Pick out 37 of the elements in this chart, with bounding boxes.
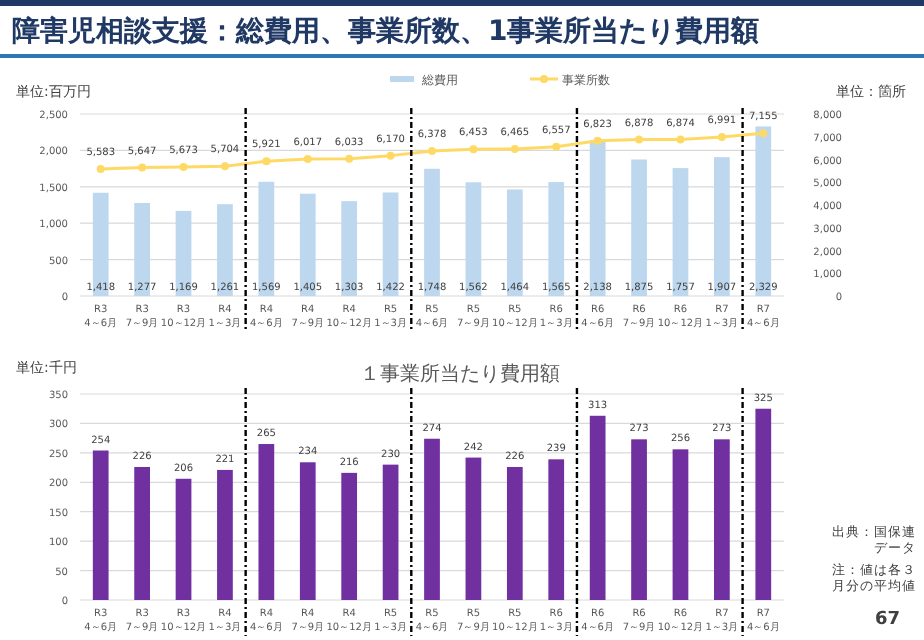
bar bbox=[382, 464, 399, 600]
bar bbox=[506, 466, 523, 600]
point bbox=[262, 157, 271, 166]
point bbox=[220, 162, 229, 171]
bar bbox=[217, 469, 233, 600]
point bbox=[759, 129, 768, 138]
bar bbox=[258, 444, 275, 600]
bar bbox=[465, 457, 482, 600]
point bbox=[428, 146, 436, 155]
point bbox=[676, 135, 685, 144]
bar bbox=[175, 478, 192, 600]
point bbox=[303, 155, 312, 164]
point bbox=[138, 163, 147, 172]
bar bbox=[589, 415, 606, 600]
point bbox=[179, 162, 188, 171]
text: 67 bbox=[874, 610, 900, 630]
point bbox=[96, 164, 105, 173]
bar bbox=[714, 439, 730, 600]
chart-title: 障害児相談支援：総費用、事業所数、1事業所当たり費用額 bbox=[12, 14, 760, 48]
point bbox=[552, 142, 561, 151]
bar bbox=[631, 439, 647, 600]
bar bbox=[424, 438, 440, 600]
bar bbox=[299, 462, 316, 600]
point bbox=[469, 145, 478, 154]
point bbox=[635, 135, 644, 144]
chart-title: １事業所当たり費用額 bbox=[360, 362, 560, 386]
point bbox=[510, 144, 519, 153]
bar bbox=[341, 472, 358, 600]
point bbox=[386, 151, 395, 160]
point bbox=[345, 154, 354, 163]
bar bbox=[134, 466, 150, 600]
bar bbox=[92, 450, 109, 600]
bar bbox=[672, 449, 689, 600]
bar bbox=[548, 459, 565, 600]
point bbox=[593, 136, 602, 145]
point bbox=[717, 132, 726, 141]
bar bbox=[755, 408, 772, 600]
